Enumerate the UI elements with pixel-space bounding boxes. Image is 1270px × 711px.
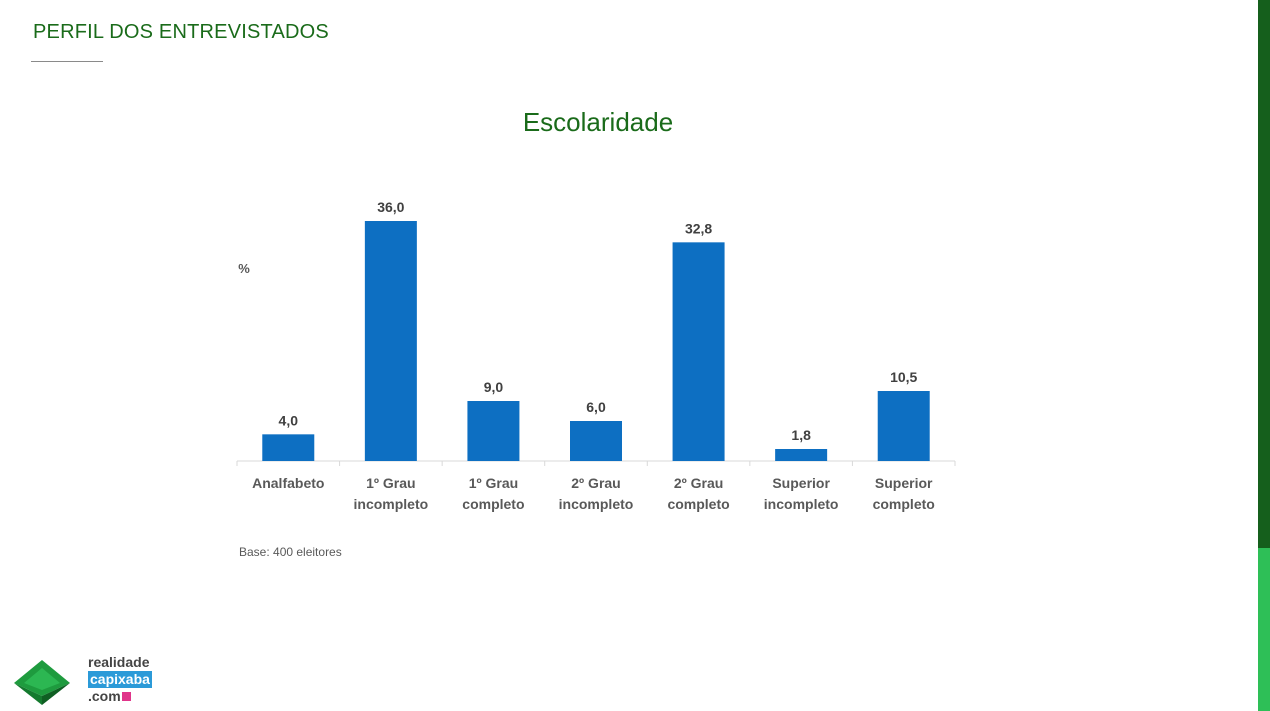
bar-value-label: 10,5 — [890, 369, 917, 385]
bar — [672, 242, 725, 461]
category-label: 1º Grau incompleto — [354, 475, 429, 512]
category-label: Superior completo — [873, 475, 935, 512]
bar — [467, 401, 520, 461]
logo-dot-icon — [121, 692, 131, 701]
title-underline — [31, 61, 103, 62]
category-label: 2º Grau incompleto — [559, 475, 634, 512]
category-label: Analfabeto — [252, 475, 324, 491]
bar — [364, 221, 417, 461]
logo-line-3: .com — [88, 688, 152, 705]
bar — [570, 421, 622, 461]
logo-line-1: realidade — [88, 654, 150, 670]
bar — [877, 391, 930, 461]
bar-value-label: 4,0 — [279, 412, 299, 428]
category-label: 2º Grau completo — [667, 475, 729, 512]
category-label: 1º Grau completo — [462, 475, 524, 512]
bar — [262, 434, 315, 461]
logo-wordmark: realidade capixaba .com — [88, 654, 152, 705]
bars-group — [262, 221, 930, 461]
category-labels-group: Analfabeto 1º Grau incompleto 1º Grau comple… — [252, 475, 935, 512]
side-accent-dark — [1258, 0, 1270, 548]
side-accent-light — [1258, 548, 1270, 711]
logo-mark-icon — [14, 660, 70, 705]
value-labels-group: 4,0 36,0 9,0 6,0 32,8 1,8 10,5 — [279, 199, 918, 443]
bar-value-label: 9,0 — [484, 379, 504, 395]
bar — [775, 449, 828, 461]
bar-value-label: 32,8 — [685, 220, 712, 236]
category-label: Superior incompleto — [764, 475, 839, 512]
page-title: PERFIL DOS ENTREVISTADOS — [33, 21, 329, 43]
axis-ticks-group — [236, 461, 956, 466]
base-note: Base: 400 eleitores — [239, 545, 342, 559]
logo-line-3-text: .com — [88, 688, 121, 704]
bar-value-label: 6,0 — [586, 399, 606, 415]
chart: Escolaridade % 4,036,09,06,032,81,810,5 … — [236, 107, 956, 559]
y-unit-label: % — [238, 261, 250, 276]
bar-value-label: 1,8 — [791, 427, 811, 443]
bar-value-label: 36,0 — [377, 199, 404, 215]
logo-line-2: capixaba — [88, 671, 152, 688]
chart-title: Escolaridade — [523, 107, 673, 137]
